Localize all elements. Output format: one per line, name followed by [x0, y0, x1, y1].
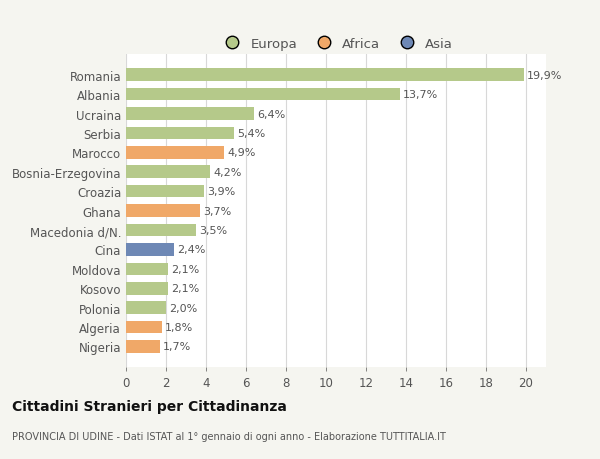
Text: PROVINCIA DI UDINE - Dati ISTAT al 1° gennaio di ogni anno - Elaborazione TUTTIT: PROVINCIA DI UDINE - Dati ISTAT al 1° ge… — [12, 431, 446, 442]
Text: 19,9%: 19,9% — [527, 71, 562, 80]
Text: 2,0%: 2,0% — [169, 303, 197, 313]
Bar — [126, 341, 160, 353]
Bar — [126, 108, 254, 121]
Bar — [126, 244, 174, 256]
Text: 2,4%: 2,4% — [177, 245, 205, 255]
Bar — [126, 224, 196, 237]
Bar — [126, 166, 210, 179]
Text: 4,9%: 4,9% — [227, 148, 256, 158]
Bar — [126, 69, 524, 82]
Bar — [126, 263, 168, 275]
Text: 3,5%: 3,5% — [199, 225, 227, 235]
Text: 4,2%: 4,2% — [213, 168, 241, 177]
Legend: Europa, Africa, Asia: Europa, Africa, Asia — [215, 34, 457, 55]
Bar — [126, 185, 204, 198]
Bar — [126, 321, 162, 334]
Text: 6,4%: 6,4% — [257, 109, 285, 119]
Text: 2,1%: 2,1% — [171, 264, 199, 274]
Bar — [126, 205, 200, 218]
Text: 1,7%: 1,7% — [163, 342, 191, 352]
Bar — [126, 147, 224, 159]
Text: 5,4%: 5,4% — [237, 129, 265, 139]
Bar — [126, 127, 234, 140]
Bar — [126, 302, 166, 314]
Text: 2,1%: 2,1% — [171, 284, 199, 294]
Text: 3,7%: 3,7% — [203, 206, 231, 216]
Text: Cittadini Stranieri per Cittadinanza: Cittadini Stranieri per Cittadinanza — [12, 399, 287, 413]
Bar — [126, 282, 168, 295]
Bar — [126, 89, 400, 101]
Text: 13,7%: 13,7% — [403, 90, 438, 100]
Text: 3,9%: 3,9% — [207, 187, 235, 197]
Text: 1,8%: 1,8% — [165, 322, 193, 332]
